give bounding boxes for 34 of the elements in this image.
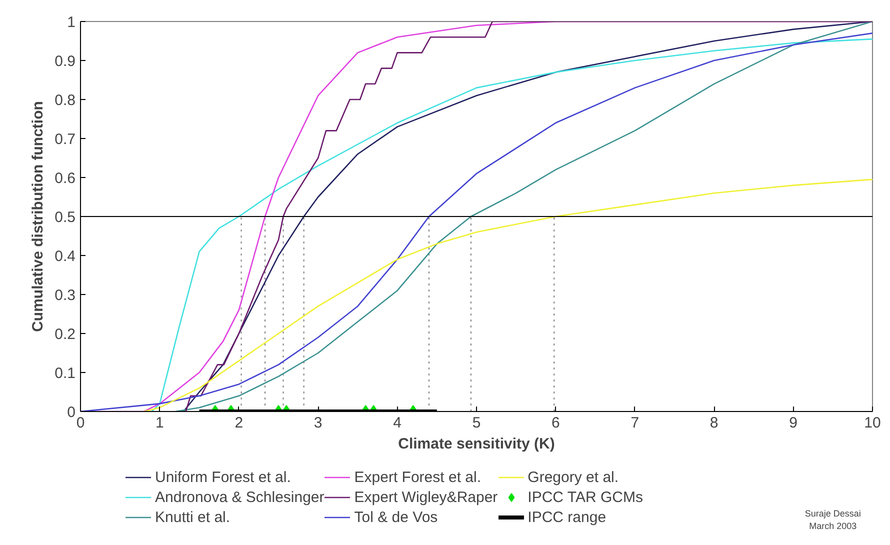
y-tick-label: 0.7 [54,131,76,148]
legend-label: Andronova & Schlesinger [155,488,324,507]
y-tick-label: 0.1 [54,365,76,382]
legend-label: Gregory et al. [528,468,619,487]
x-tick-label: 6 [552,414,560,432]
y-tick-label: 0.8 [54,92,76,109]
x-tick-label: 7 [630,414,640,432]
legend-label: Tol & de Vos [354,508,438,527]
x-axis-title: Climate sensitivity (K) [398,436,555,452]
text: Suraje Dessai [804,508,861,518]
legend-label: Expert Wigley&Raper [354,488,498,507]
y-tick-label: 0.2 [54,326,76,343]
legend-label: Expert Forest et al. [354,468,481,487]
y-tick-label: 0.5 [54,209,76,226]
legend-label: IPCC range [528,508,606,527]
x-tick-label: 8 [710,414,718,432]
x-tick-label: 9 [789,414,798,432]
x-tick-label: 1 [156,414,164,432]
y-axis-title: Cumulative distribution function [30,101,47,332]
legend-label: Uniform Forest et al. [155,468,291,487]
y-tick-label: 0.9 [54,53,76,70]
x-tick-label: 2 [234,414,244,432]
y-tick-label: 0.4 [54,248,76,265]
x-tick-label: 10 [864,414,881,432]
x-tick-label: 5 [472,414,481,432]
y-tick-label: 1 [67,14,76,31]
text: March 2003 [809,521,857,532]
x-tick-label: 3 [314,414,322,432]
y-tick-label: 0.6 [54,170,76,187]
y-tick-label: 0.3 [54,287,76,304]
x-tick-label: 4 [393,414,402,432]
legend-label: IPCC TAR GCMs [528,488,643,507]
legend-label: Knutti et al. [155,508,230,527]
y-tick-label: 0 [67,404,76,421]
